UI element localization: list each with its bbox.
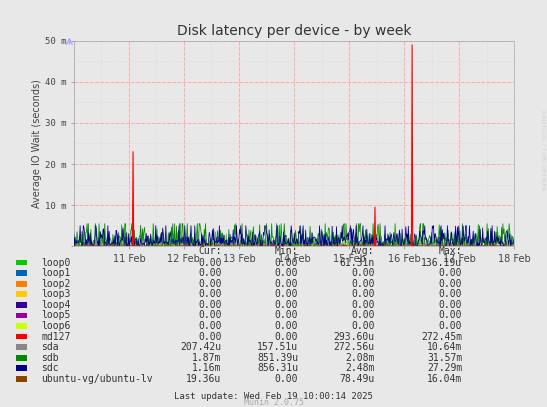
Text: 0.00: 0.00 [275, 332, 298, 341]
Text: 0.00: 0.00 [198, 311, 222, 320]
Text: sda: sda [41, 342, 59, 352]
Text: loop0: loop0 [41, 258, 71, 267]
Title: Disk latency per device - by week: Disk latency per device - by week [177, 24, 411, 38]
Text: 0.00: 0.00 [351, 289, 375, 299]
Text: 27.29m: 27.29m [427, 363, 462, 373]
Text: sdb: sdb [41, 353, 59, 363]
Text: 0.00: 0.00 [275, 311, 298, 320]
Text: 0.00: 0.00 [275, 289, 298, 299]
Text: md127: md127 [41, 332, 71, 341]
Text: 0.00: 0.00 [275, 374, 298, 384]
Text: 272.56u: 272.56u [334, 342, 375, 352]
Text: RRDTOOL / TOBI OETIKER: RRDTOOL / TOBI OETIKER [540, 110, 546, 191]
Text: 0.00: 0.00 [275, 279, 298, 289]
Text: 1.16m: 1.16m [192, 363, 222, 373]
Text: 0.00: 0.00 [351, 311, 375, 320]
Text: loop3: loop3 [41, 289, 71, 299]
Text: 2.08m: 2.08m [345, 353, 375, 363]
Text: Last update: Wed Feb 19 10:00:14 2025: Last update: Wed Feb 19 10:00:14 2025 [174, 392, 373, 401]
Text: 0.00: 0.00 [439, 300, 462, 310]
Text: 0.00: 0.00 [275, 300, 298, 310]
Text: 293.60u: 293.60u [334, 332, 375, 341]
Text: 0.00: 0.00 [351, 300, 375, 310]
Text: 10.64m: 10.64m [427, 342, 462, 352]
Text: 0.00: 0.00 [351, 279, 375, 289]
Text: ubuntu-vg/ubuntu-lv: ubuntu-vg/ubuntu-lv [41, 374, 153, 384]
Text: 0.00: 0.00 [439, 311, 462, 320]
Text: 0.00: 0.00 [198, 289, 222, 299]
Text: Avg:: Avg: [351, 246, 375, 256]
Text: loop5: loop5 [41, 311, 71, 320]
Text: Cur:: Cur: [198, 246, 222, 256]
Text: 0.00: 0.00 [351, 321, 375, 331]
Text: sdc: sdc [41, 363, 59, 373]
Text: 0.00: 0.00 [198, 279, 222, 289]
Text: 0.00: 0.00 [439, 279, 462, 289]
Text: 851.39u: 851.39u [257, 353, 298, 363]
Text: 61.31n: 61.31n [340, 258, 375, 267]
Text: 0.00: 0.00 [439, 268, 462, 278]
Text: 0.00: 0.00 [275, 258, 298, 267]
Y-axis label: Average IO Wait (seconds): Average IO Wait (seconds) [32, 79, 42, 208]
Text: 0.00: 0.00 [275, 321, 298, 331]
Text: 0.00: 0.00 [198, 332, 222, 341]
Text: Munin 2.0.75: Munin 2.0.75 [243, 398, 304, 407]
Text: loop6: loop6 [41, 321, 71, 331]
Text: loop4: loop4 [41, 300, 71, 310]
Text: 0.00: 0.00 [439, 321, 462, 331]
Text: 0.00: 0.00 [439, 289, 462, 299]
Text: 78.49u: 78.49u [340, 374, 375, 384]
Text: 31.57m: 31.57m [427, 353, 462, 363]
Text: 1.87m: 1.87m [192, 353, 222, 363]
Text: Max:: Max: [439, 246, 462, 256]
Text: 0.00: 0.00 [275, 268, 298, 278]
Text: 0.00: 0.00 [198, 258, 222, 267]
Text: 0.00: 0.00 [198, 321, 222, 331]
Text: 0.00: 0.00 [351, 268, 375, 278]
Text: 207.42u: 207.42u [181, 342, 222, 352]
Text: 16.04m: 16.04m [427, 374, 462, 384]
Text: loop1: loop1 [41, 268, 71, 278]
Text: 2.48m: 2.48m [345, 363, 375, 373]
Text: 19.36u: 19.36u [187, 374, 222, 384]
Text: Min:: Min: [275, 246, 298, 256]
Text: 856.31u: 856.31u [257, 363, 298, 373]
Text: 272.45m: 272.45m [421, 332, 462, 341]
Text: loop2: loop2 [41, 279, 71, 289]
Text: 0.00: 0.00 [198, 268, 222, 278]
Text: 0.00: 0.00 [198, 300, 222, 310]
Text: 157.51u: 157.51u [257, 342, 298, 352]
Text: 136.19u: 136.19u [421, 258, 462, 267]
